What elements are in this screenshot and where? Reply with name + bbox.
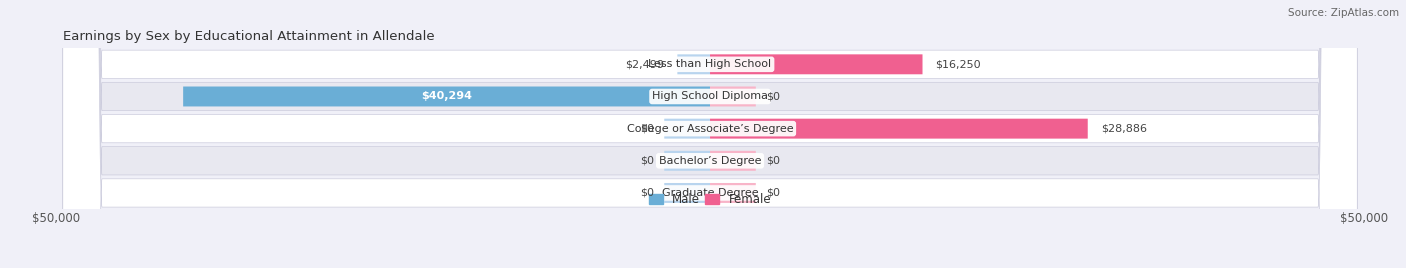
FancyBboxPatch shape [63,0,1357,268]
Text: Earnings by Sex by Educational Attainment in Allendale: Earnings by Sex by Educational Attainmen… [63,30,434,43]
Text: $2,499: $2,499 [626,59,664,69]
FancyBboxPatch shape [710,119,1088,139]
FancyBboxPatch shape [63,0,1357,268]
FancyBboxPatch shape [678,54,710,74]
FancyBboxPatch shape [63,0,1357,268]
Text: $0: $0 [640,124,654,134]
Text: $0: $0 [766,91,780,102]
Text: $0: $0 [766,156,780,166]
Text: Less than High School: Less than High School [648,59,772,69]
Text: Bachelor’s Degree: Bachelor’s Degree [659,156,761,166]
FancyBboxPatch shape [710,54,922,74]
FancyBboxPatch shape [710,151,756,171]
FancyBboxPatch shape [183,87,710,106]
Text: $40,294: $40,294 [420,91,472,102]
FancyBboxPatch shape [710,183,756,203]
Legend: Male, Female: Male, Female [644,189,776,211]
Text: $16,250: $16,250 [935,59,981,69]
Text: $0: $0 [766,188,780,198]
FancyBboxPatch shape [664,119,710,139]
Text: Graduate Degree: Graduate Degree [662,188,758,198]
FancyBboxPatch shape [710,87,756,106]
Text: High School Diploma: High School Diploma [652,91,768,102]
Text: $0: $0 [640,156,654,166]
Text: $0: $0 [640,188,654,198]
Text: $28,886: $28,886 [1101,124,1147,134]
Text: Source: ZipAtlas.com: Source: ZipAtlas.com [1288,8,1399,18]
FancyBboxPatch shape [63,0,1357,268]
FancyBboxPatch shape [664,183,710,203]
FancyBboxPatch shape [63,0,1357,268]
FancyBboxPatch shape [664,151,710,171]
Text: College or Associate’s Degree: College or Associate’s Degree [627,124,793,134]
